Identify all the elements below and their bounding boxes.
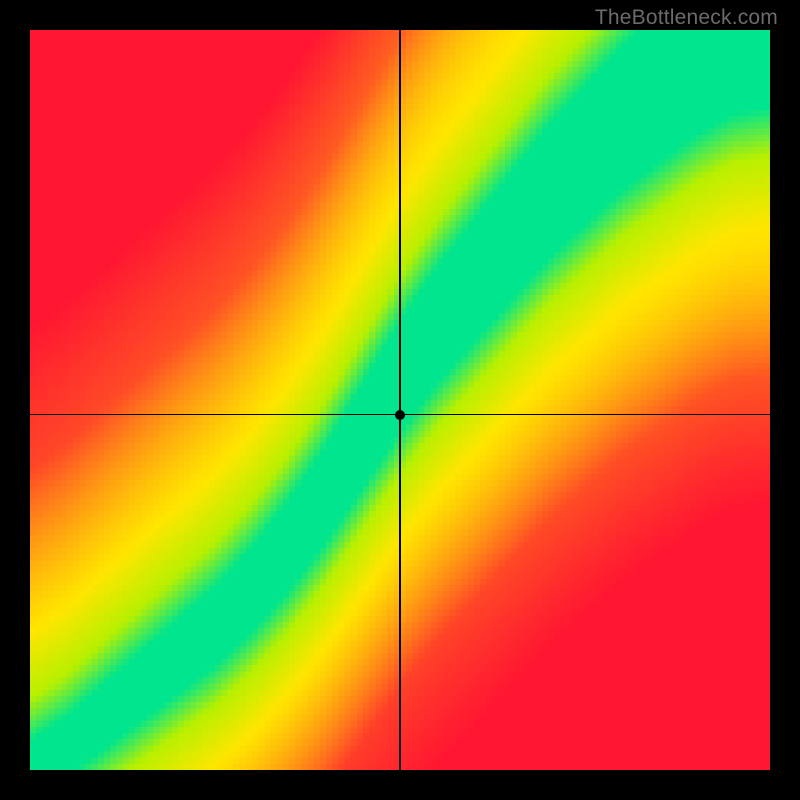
crosshair-dot xyxy=(395,410,405,420)
plot-area xyxy=(30,30,770,770)
crosshair-vertical xyxy=(399,30,400,770)
watermark-text: TheBottleneck.com xyxy=(595,6,778,30)
